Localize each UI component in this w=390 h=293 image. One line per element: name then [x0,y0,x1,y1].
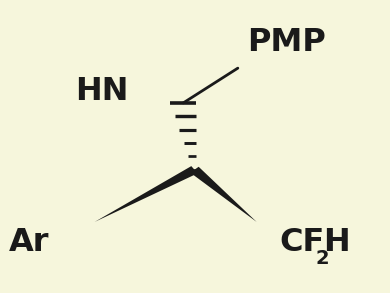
Polygon shape [190,167,257,222]
Text: Ar: Ar [9,227,50,258]
Text: 2: 2 [315,249,329,268]
Polygon shape [95,166,198,222]
Text: HN: HN [75,76,129,107]
Text: H: H [323,227,349,258]
Text: CF: CF [279,227,324,258]
Text: PMP: PMP [247,27,326,57]
